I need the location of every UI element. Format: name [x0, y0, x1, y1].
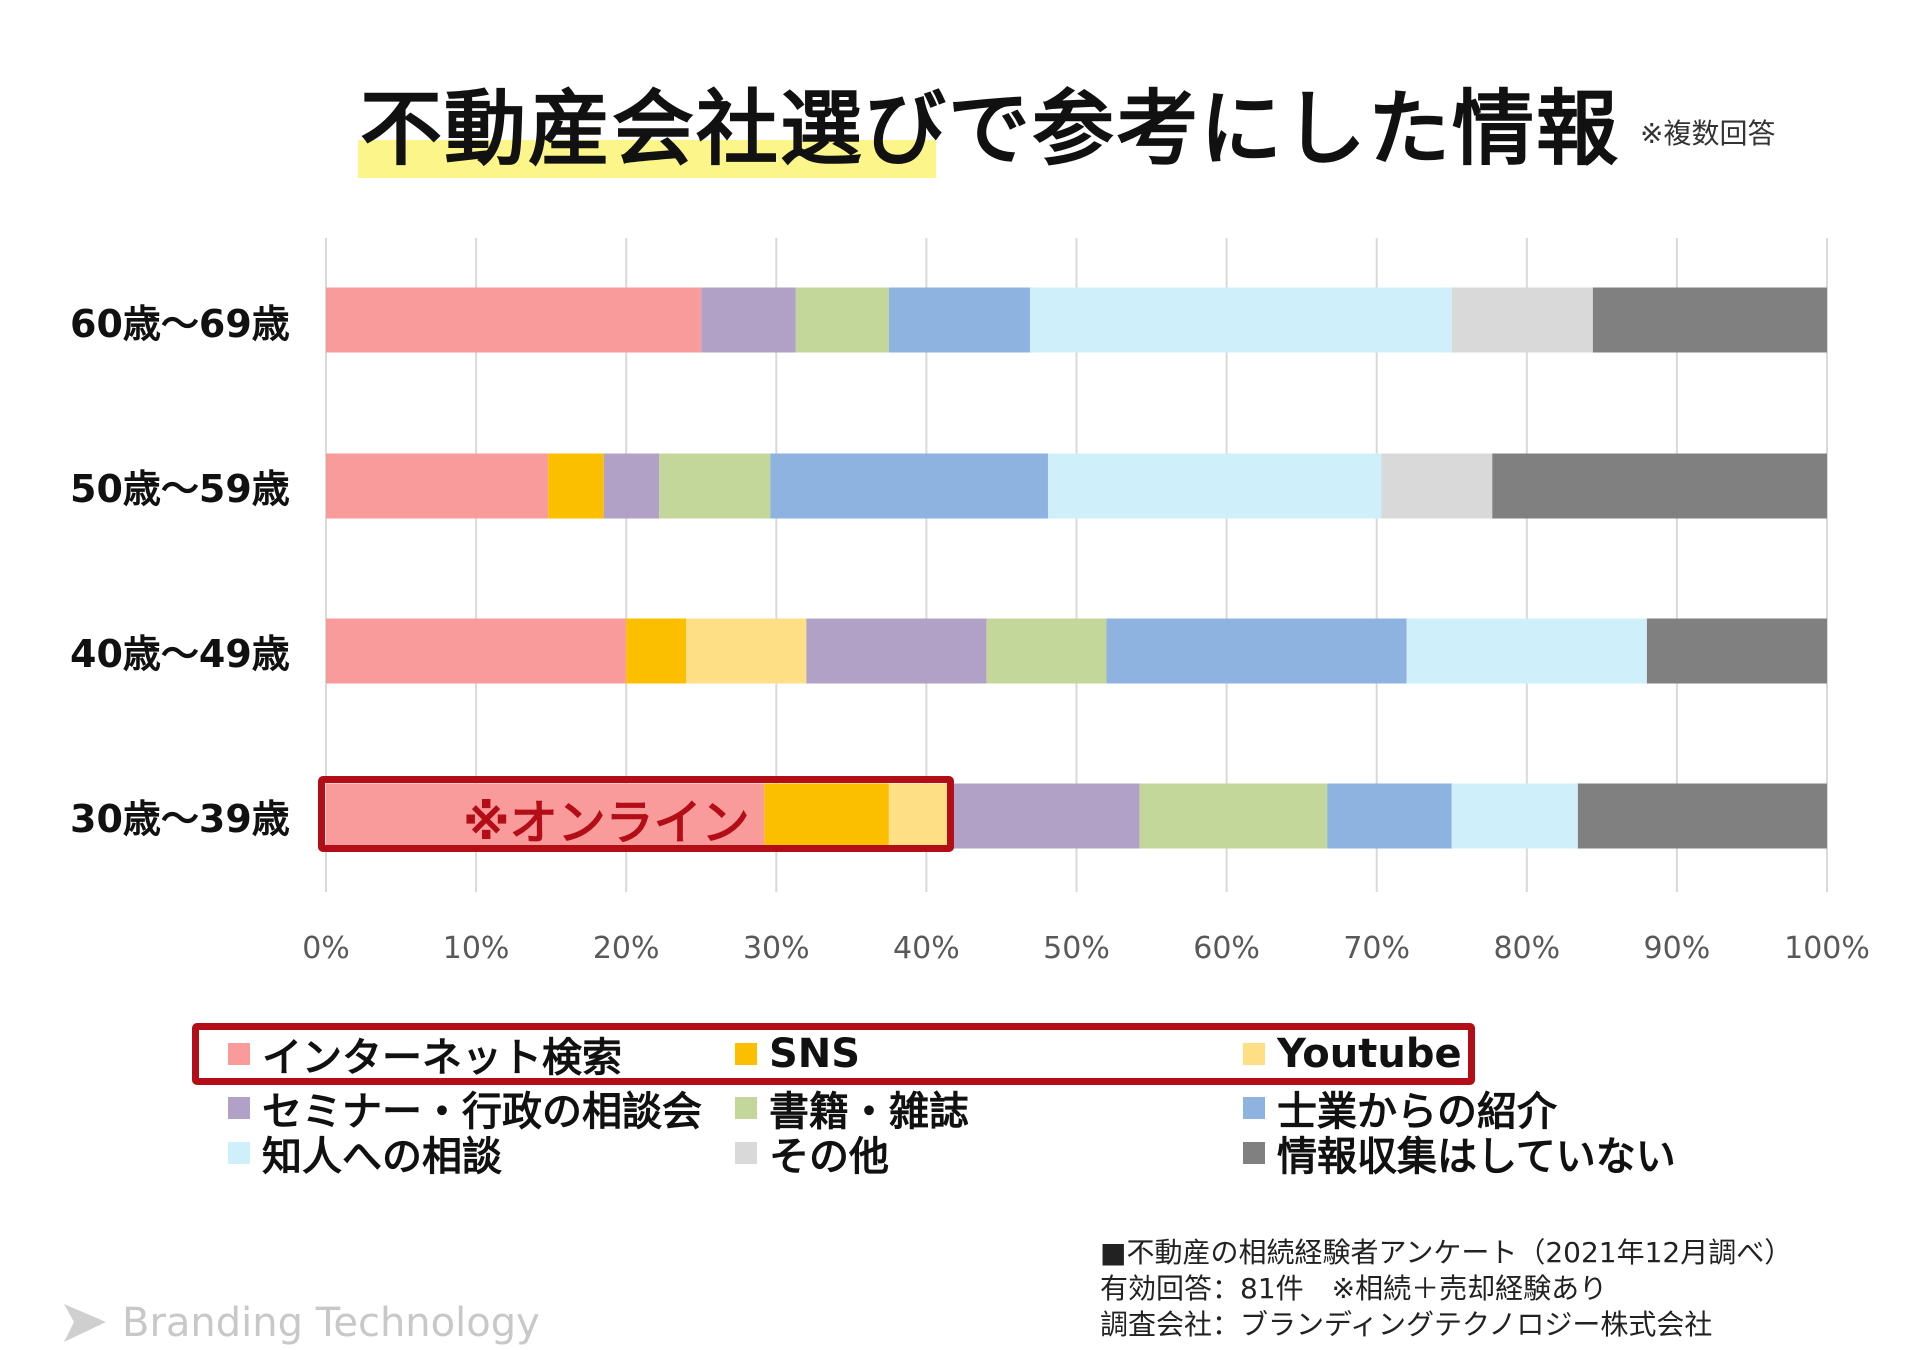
bar-segment — [1327, 783, 1452, 849]
x-tick-label: 30% — [743, 931, 810, 966]
legend-label: 情報収集はしていない — [1277, 1134, 1676, 1180]
legend-swatch — [735, 1097, 757, 1119]
x-tick-label: 60% — [1193, 931, 1260, 966]
legend-item-internet: インターネット検索 — [228, 1031, 622, 1081]
brand-logo: Branding Technology — [62, 1300, 540, 1346]
bar-segment — [1406, 618, 1647, 684]
bar-segment — [326, 453, 549, 519]
x-tick-label: 20% — [593, 931, 660, 966]
legend-swatch — [1243, 1043, 1265, 1065]
x-tick-label: 90% — [1644, 931, 1711, 966]
bar-segment — [626, 618, 687, 684]
legend-swatch — [228, 1142, 250, 1164]
bar-segment — [1592, 287, 1827, 353]
legend-item-none: 情報収集はしていない — [1243, 1130, 1676, 1180]
row-label-50s: 50歳〜59歳 — [70, 467, 290, 511]
bar-segment — [701, 287, 796, 353]
row-label-40s: 40歳〜49歳 — [70, 632, 290, 676]
bar-segment — [1492, 453, 1827, 519]
x-tick-label: 100% — [1784, 931, 1870, 966]
x-tick-label: 0% — [302, 931, 350, 966]
row-label-60s: 60歳〜69歳 — [70, 302, 290, 346]
legend-label: 書籍・雑誌 — [769, 1089, 969, 1135]
bar-segment — [1381, 453, 1493, 519]
bar-segment — [326, 287, 702, 353]
bar-segment — [1106, 618, 1407, 684]
bar-segment — [770, 453, 1048, 519]
x-tick-label: 70% — [1343, 931, 1410, 966]
legend-item-professional: 士業からの紹介 — [1243, 1085, 1557, 1135]
bar-segment — [795, 287, 889, 353]
legend-online-highlight-box — [192, 1023, 1475, 1085]
bar-segment — [888, 783, 952, 849]
online-annotation: ※オンライン — [463, 795, 750, 851]
bar-segment — [603, 453, 660, 519]
x-tick-label: 40% — [893, 931, 960, 966]
bar-segment — [764, 783, 889, 849]
brand-name: Branding Technology — [122, 1300, 540, 1346]
source-note: ■不動産の相続経験者アンケート（2021年12月調べ） 有効回答：81件 ※相続… — [1100, 1235, 1792, 1343]
legend-label: Youtube — [1277, 1031, 1462, 1077]
bar-segment — [1451, 783, 1578, 849]
bar-segment — [326, 618, 627, 684]
title-highlight — [358, 140, 936, 178]
legend-label: 知人への相談 — [262, 1134, 502, 1180]
x-tick-label: 50% — [1043, 931, 1110, 966]
source-line-company: 調査会社：ブランディングテクノロジー株式会社 — [1100, 1308, 1713, 1341]
legend-label: セミナー・行政の相談会 — [262, 1089, 702, 1135]
bar-segment — [1646, 618, 1827, 684]
bar-segment — [548, 453, 604, 519]
legend-swatch — [735, 1043, 757, 1065]
bar-segment — [1029, 287, 1452, 353]
source-line-responses: 有効回答：81件 ※相続＋売却経験あり — [1100, 1272, 1608, 1305]
legend-item-seminar: セミナー・行政の相談会 — [228, 1085, 702, 1135]
bar-segment — [1577, 783, 1827, 849]
legend-label: インターネット検索 — [262, 1035, 622, 1081]
legend-swatch — [1243, 1097, 1265, 1119]
legend-label: SNS — [769, 1031, 861, 1077]
legend-swatch — [228, 1097, 250, 1119]
bar-segment — [986, 618, 1107, 684]
bar-segment — [951, 783, 1140, 849]
bar-segment — [326, 783, 765, 849]
legend-swatch — [228, 1043, 250, 1065]
legend-swatch — [1243, 1142, 1265, 1164]
legend-label: 士業からの紹介 — [1277, 1089, 1557, 1135]
source-line-survey: ■不動産の相続経験者アンケート（2021年12月調べ） — [1100, 1236, 1793, 1269]
legend-item-other: その他 — [735, 1130, 889, 1180]
legend-item-sns: SNS — [735, 1031, 860, 1077]
bar-segment — [806, 618, 987, 684]
chart-title: 不動産会社選びで参考にした情報 — [360, 82, 1621, 177]
x-tick-label: 80% — [1493, 931, 1560, 966]
legend-item-youtube: Youtube — [1243, 1031, 1462, 1077]
bar-segment — [1047, 453, 1382, 519]
bar-segment — [659, 453, 771, 519]
multiple-answer-note: ※複数回答 — [1640, 117, 1776, 150]
legend-item-books: 書籍・雑誌 — [735, 1085, 969, 1135]
online-highlight-box — [318, 776, 954, 852]
brand-arrow-icon — [64, 1304, 106, 1342]
row-label-30s: 30歳〜39歳 — [70, 797, 290, 841]
bar-segment — [1139, 783, 1328, 849]
bar-segment — [686, 618, 807, 684]
bar-segment — [888, 287, 1030, 353]
legend-swatch — [735, 1142, 757, 1164]
bar-segment — [1451, 287, 1593, 353]
legend-item-acquaintance: 知人への相談 — [228, 1130, 502, 1180]
legend-label: その他 — [769, 1134, 889, 1180]
x-tick-label: 10% — [443, 931, 510, 966]
